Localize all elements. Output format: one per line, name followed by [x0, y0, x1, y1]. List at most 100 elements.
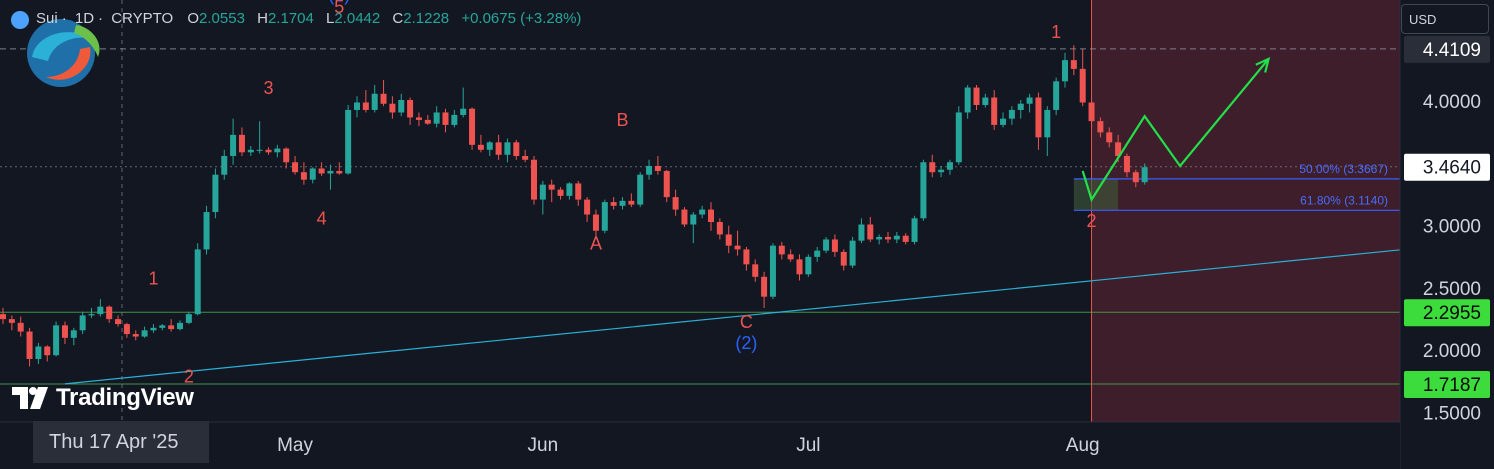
candle-body	[247, 149, 254, 153]
candle-body	[849, 240, 856, 266]
candle-body	[1008, 109, 1015, 119]
candle-body	[265, 149, 272, 153]
candle-body	[823, 239, 830, 251]
candle-body	[566, 183, 573, 196]
wave-label: 4	[317, 209, 327, 229]
candle-body	[628, 200, 635, 205]
candle-body	[106, 306, 113, 320]
candle-body	[256, 149, 263, 151]
candle-body	[637, 174, 644, 205]
candle-body	[17, 322, 24, 332]
candle-body	[796, 259, 803, 275]
candle-body	[946, 162, 953, 170]
tradingview-watermark: TradingView	[12, 384, 194, 412]
wave-label: 1	[148, 268, 158, 288]
close-label: C	[392, 10, 404, 27]
low-label: L	[326, 10, 335, 27]
candle-body	[619, 200, 626, 206]
candle-body	[1123, 156, 1130, 173]
candle-body	[168, 325, 175, 330]
candle-body	[1017, 103, 1024, 110]
symbol-name[interactable]: Sui	[36, 10, 58, 27]
candle-body	[486, 142, 493, 150]
currency-label: USD	[1409, 12, 1437, 27]
price-tag-label: 3.4640	[1423, 158, 1481, 179]
candle-body	[150, 327, 157, 331]
candle-body	[1115, 142, 1122, 157]
candle-body	[433, 112, 440, 124]
low-value: 2.0442	[334, 10, 381, 27]
candle-body	[238, 134, 245, 153]
fib-level-label: 61.80% (3.1140)	[1300, 193, 1388, 207]
candle-body	[1106, 132, 1113, 143]
candle-body	[354, 102, 360, 110]
time-axis-label: Aug	[1066, 435, 1100, 456]
time-axis-label: May	[277, 435, 313, 456]
sui-logo-icon	[11, 11, 29, 29]
candle-body	[327, 170, 334, 174]
candle-body	[495, 142, 502, 155]
candle-body	[460, 108, 467, 115]
candle-body	[964, 87, 971, 113]
candle-body	[336, 170, 343, 174]
candle-body	[663, 170, 670, 198]
candle-body	[309, 168, 316, 180]
candle-body	[398, 100, 405, 113]
crosshair-date-label: Thu 17 Apr '25	[33, 421, 209, 463]
tradingview-logo-icon	[12, 387, 48, 409]
candle-body	[274, 148, 281, 153]
candle-body	[601, 202, 608, 231]
candle-body	[548, 184, 555, 190]
candle-body	[716, 222, 723, 235]
wave-label: 3	[263, 78, 273, 98]
candle-body	[787, 254, 794, 260]
candle-body	[1088, 102, 1095, 122]
candle-body	[911, 218, 918, 242]
candle-body	[177, 322, 183, 330]
candle-body	[389, 103, 396, 113]
candle-body	[97, 306, 104, 315]
candle-body	[885, 236, 891, 240]
price-tag-label: 4.4109	[1423, 40, 1481, 61]
candle-body	[539, 184, 546, 200]
candle-body	[300, 172, 307, 180]
candle-body	[805, 256, 812, 275]
candle-body	[371, 93, 378, 110]
price-tag-bg	[1404, 299, 1490, 327]
time-axis-label: Jul	[796, 435, 820, 456]
candle-body	[123, 324, 130, 335]
timeframe[interactable]: 1D	[74, 10, 95, 27]
candle-body	[380, 93, 387, 104]
candle-body	[557, 189, 564, 196]
candle-body	[769, 245, 776, 297]
price-tick-label: 2.0000	[1423, 341, 1481, 362]
candle-body	[929, 162, 936, 173]
wave-label: 2	[184, 367, 194, 387]
candle-body	[283, 148, 290, 163]
candle-body	[1000, 118, 1007, 125]
projection-path	[1081, 58, 1270, 203]
candle-body	[469, 108, 476, 145]
candle-body	[654, 165, 661, 171]
candle-body	[814, 250, 821, 257]
candle-body	[61, 325, 68, 338]
candle-body	[35, 346, 42, 359]
candle-body	[185, 314, 192, 323]
wave-label: (5)	[328, 0, 350, 4]
price-tag-bg	[1404, 153, 1490, 181]
candle-body	[973, 87, 980, 105]
currency-selector[interactable]: USD	[1401, 4, 1489, 34]
price-tag-bg	[1404, 371, 1490, 399]
candle-body	[584, 199, 591, 215]
candle-body	[1062, 60, 1068, 82]
candle-body	[415, 117, 422, 120]
candle-body	[840, 251, 847, 266]
candle-body	[575, 183, 582, 200]
candle-body	[752, 264, 759, 277]
candle-body	[893, 235, 900, 240]
candle-body	[362, 102, 369, 110]
candle-body	[26, 331, 33, 359]
price-tick-label: 4.0000	[1423, 92, 1481, 113]
